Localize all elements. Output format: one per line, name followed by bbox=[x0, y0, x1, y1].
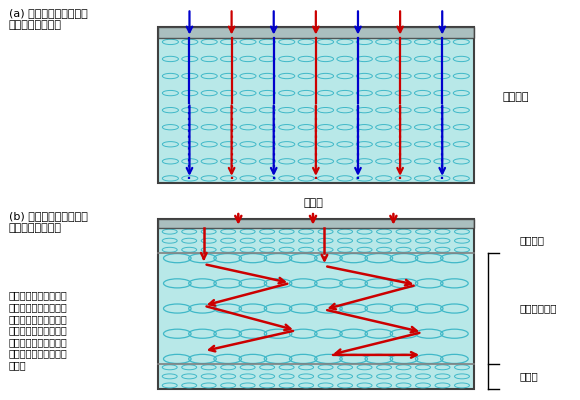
Text: 入射光: 入射光 bbox=[303, 198, 323, 208]
Text: 散乱・屈折層: 散乱・屈折層 bbox=[520, 304, 557, 314]
Bar bbox=[158, 219, 474, 389]
Text: 矢印の赤い部分で光が
吸収される。散乱や屈
折、反射により赤い部
分が長くなることで光
吸収効率が高くなり、
吸収される光の割合が
増加。: 矢印の赤い部分で光が 吸収される。散乱や屈 折、反射により赤い部 分が長くなるこ… bbox=[9, 290, 67, 370]
Bar bbox=[158, 219, 474, 228]
Text: 非散乱層: 非散乱層 bbox=[520, 236, 545, 246]
Text: (a) 光閉じこめ構造無し
上部の電池に適用: (a) 光閉じこめ構造無し 上部の電池に適用 bbox=[9, 8, 87, 30]
Text: 非散乱層: 非散乱層 bbox=[502, 92, 529, 102]
Text: (b) 光閉じこめ構造有り
下部の電池に適用: (b) 光閉じこめ構造有り 下部の電池に適用 bbox=[9, 211, 88, 233]
Text: 反射層: 反射層 bbox=[520, 372, 538, 382]
Bar bbox=[158, 27, 474, 38]
Bar bbox=[158, 27, 474, 182]
